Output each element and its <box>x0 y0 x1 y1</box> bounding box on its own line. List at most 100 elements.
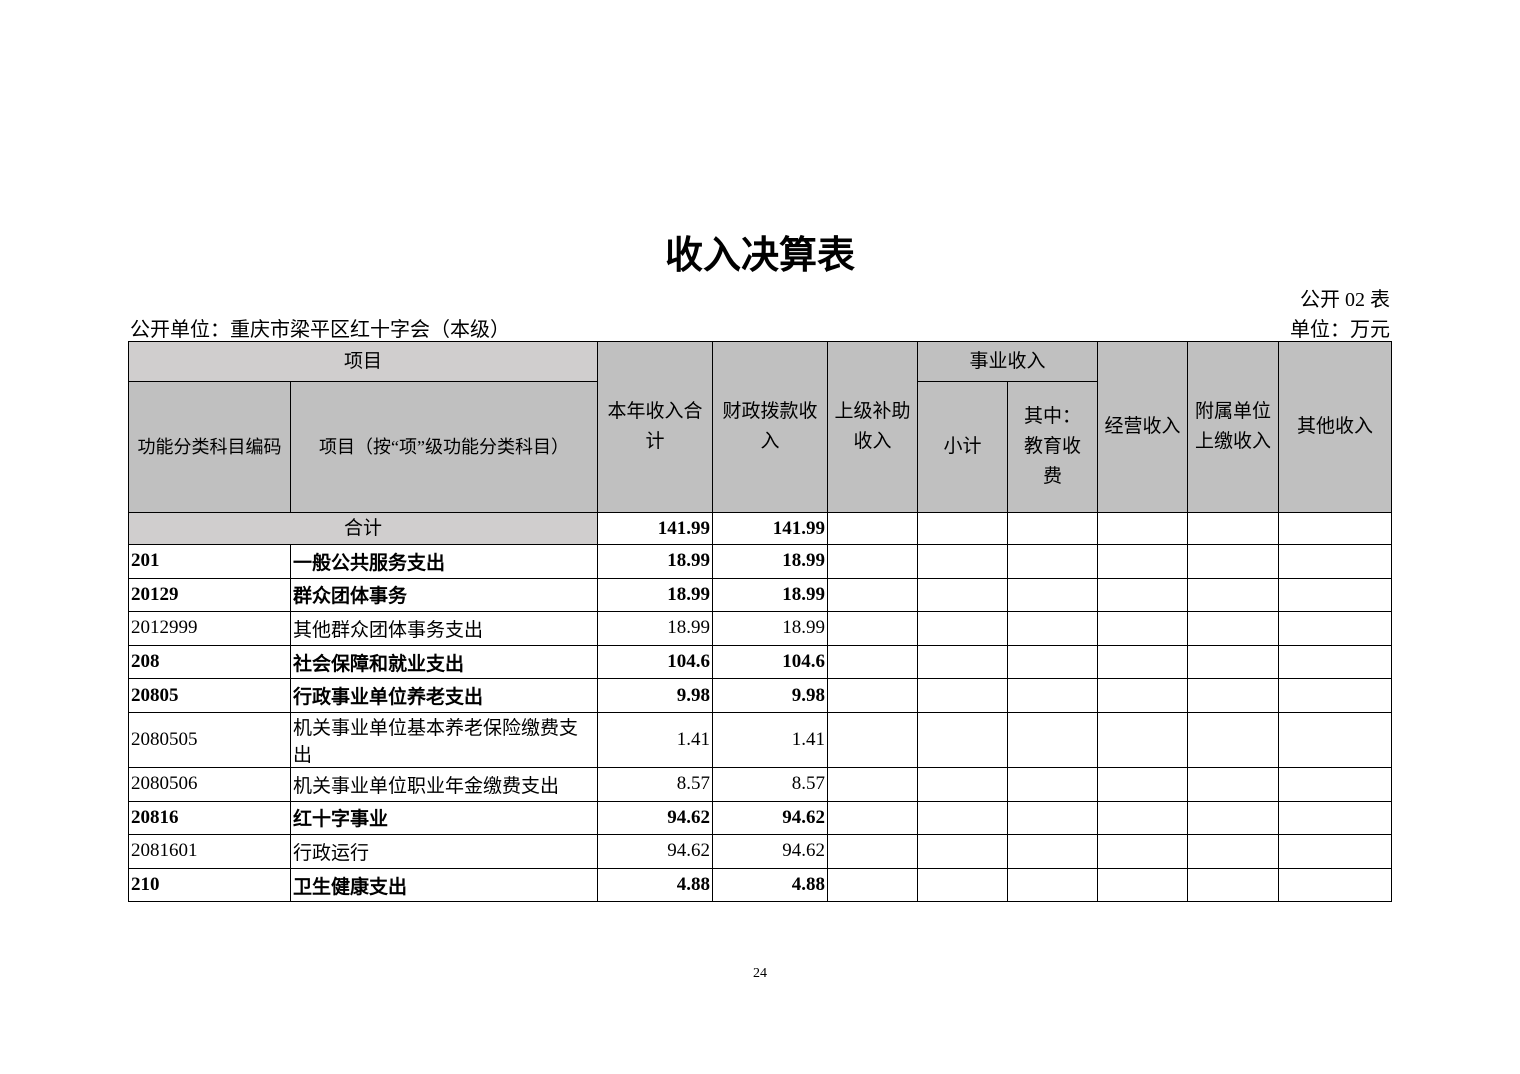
empty-cell <box>1097 834 1189 869</box>
header-cell: 小计 <box>917 381 1009 513</box>
total-value: 141.99 <box>712 512 829 545</box>
empty-cell <box>1187 867 1280 903</box>
empty-cell <box>827 711 919 768</box>
empty-cell <box>1187 577 1280 613</box>
empty-cell <box>827 678 919 713</box>
empty-cell <box>827 834 919 869</box>
total-value: 141.99 <box>597 512 714 545</box>
table-row: 2080505 机关事业单位基本养老保险缴费支出 1.41 1.41 <box>128 711 1393 768</box>
empty-cell <box>827 644 919 680</box>
value-cell: 9.98 <box>712 678 829 713</box>
code-cell: 2012999 <box>128 611 291 646</box>
name-cell: 行政事业单位养老支出 <box>289 678 599 713</box>
empty-cell <box>827 800 919 836</box>
name-cell: 机关事业单位基本养老保险缴费支出 <box>289 711 599 768</box>
income-table: 项目 本年收入合计 财政拨款收入 上级补助收入 事业收入 经营收入 附属单位上缴… <box>127 341 1393 903</box>
empty-cell <box>1007 800 1099 836</box>
table-row: 208 社会保障和就业支出 104.6 104.6 <box>128 644 1393 680</box>
empty-cell <box>917 800 1009 836</box>
empty-cell <box>827 544 919 579</box>
header-cell: 经营收入 <box>1097 341 1189 513</box>
title: 收入决算表 <box>664 235 855 277</box>
header-cell: 事业收入 <box>917 341 1099 382</box>
empty-cell <box>1007 577 1099 613</box>
total-label: 合计 <box>127 512 599 545</box>
table-row: 20816 红十字事业 94.62 94.62 <box>128 800 1393 836</box>
name-cell: 红十字事业 <box>289 800 599 836</box>
empty-cell <box>1007 644 1099 680</box>
empty-cell <box>1278 544 1393 579</box>
table-row: 210 卫生健康支出 4.88 4.88 <box>128 867 1393 903</box>
empty-cell <box>1187 800 1280 836</box>
value-cell: 18.99 <box>597 611 714 646</box>
empty-cell <box>1278 867 1393 903</box>
unit: 单位：万元 <box>1290 319 1390 341</box>
empty-cell <box>1278 711 1393 768</box>
value-cell: 18.99 <box>597 544 714 579</box>
empty-cell <box>917 611 1009 646</box>
code-cell: 2080505 <box>128 711 291 768</box>
value-cell: 18.99 <box>597 577 714 613</box>
header-cell: 本年收入合计 <box>597 341 714 513</box>
header-cell: 附属单位上缴收入 <box>1187 341 1280 513</box>
empty-cell <box>1187 766 1280 802</box>
empty-cell <box>1097 711 1189 768</box>
empty-cell <box>827 577 919 613</box>
name-cell: 卫生健康支出 <box>289 867 599 903</box>
empty-cell <box>1278 766 1393 802</box>
table-number: 公开 02 表 <box>1300 289 1390 311</box>
name-cell: 一般公共服务支出 <box>289 544 599 579</box>
header-cell: 项目（按“项”级功能分类科目） <box>289 381 599 513</box>
empty-cell <box>1097 611 1189 646</box>
empty-cell <box>1007 678 1099 713</box>
empty-cell <box>1187 834 1280 869</box>
empty-cell <box>1187 544 1280 579</box>
value-cell: 1.41 <box>712 711 829 768</box>
empty-cell <box>1187 678 1280 713</box>
empty-cell <box>1187 644 1280 680</box>
value-cell: 104.6 <box>597 644 714 680</box>
organization: 公开单位：重庆市梁平区红十字会（本级） <box>130 319 510 341</box>
value-cell: 18.99 <box>712 611 829 646</box>
code-cell: 208 <box>128 644 291 680</box>
empty-cell <box>917 544 1009 579</box>
empty-cell <box>1278 577 1393 613</box>
empty-cell <box>1007 766 1099 802</box>
empty-cell <box>1187 611 1280 646</box>
empty-cell <box>1097 644 1189 680</box>
name-cell: 其他群众团体事务支出 <box>289 611 599 646</box>
empty-cell <box>1007 544 1099 579</box>
table-row: 2080506 机关事业单位职业年金缴费支出 8.57 8.57 <box>128 766 1393 802</box>
name-cell: 社会保障和就业支出 <box>289 644 599 680</box>
name-cell: 行政运行 <box>289 834 599 869</box>
empty-cell <box>917 577 1009 613</box>
value-cell: 9.98 <box>597 678 714 713</box>
empty-cell <box>917 678 1009 713</box>
code-cell: 2081601 <box>128 834 291 869</box>
empty-cell <box>1097 678 1189 713</box>
name-cell: 群众团体事务 <box>289 577 599 613</box>
value-cell: 18.99 <box>712 544 829 579</box>
empty-cell <box>1007 867 1099 903</box>
empty-cell <box>917 867 1009 903</box>
value-cell: 104.6 <box>712 644 829 680</box>
code-cell: 20816 <box>128 800 291 836</box>
header-cell: 上级补助收入 <box>827 341 919 513</box>
empty-cell <box>917 711 1009 768</box>
table-row: 2081601 行政运行 94.62 94.62 <box>128 834 1393 869</box>
empty-cell <box>827 611 919 646</box>
empty-cell <box>1278 611 1393 646</box>
empty-cell <box>1007 834 1099 869</box>
header-cell: 其中：教育收费 <box>1007 381 1099 513</box>
value-cell: 94.62 <box>597 800 714 836</box>
value-cell: 94.62 <box>712 800 829 836</box>
value-cell: 8.57 <box>597 766 714 802</box>
header-cell: 功能分类科目编码 <box>128 381 291 513</box>
value-cell: 4.88 <box>712 867 829 903</box>
value-cell: 94.62 <box>597 834 714 869</box>
empty-cell <box>827 867 919 903</box>
table-row: 2012999 其他群众团体事务支出 18.99 18.99 <box>128 611 1393 646</box>
empty-cell <box>1007 611 1099 646</box>
empty-cell <box>1278 644 1393 680</box>
